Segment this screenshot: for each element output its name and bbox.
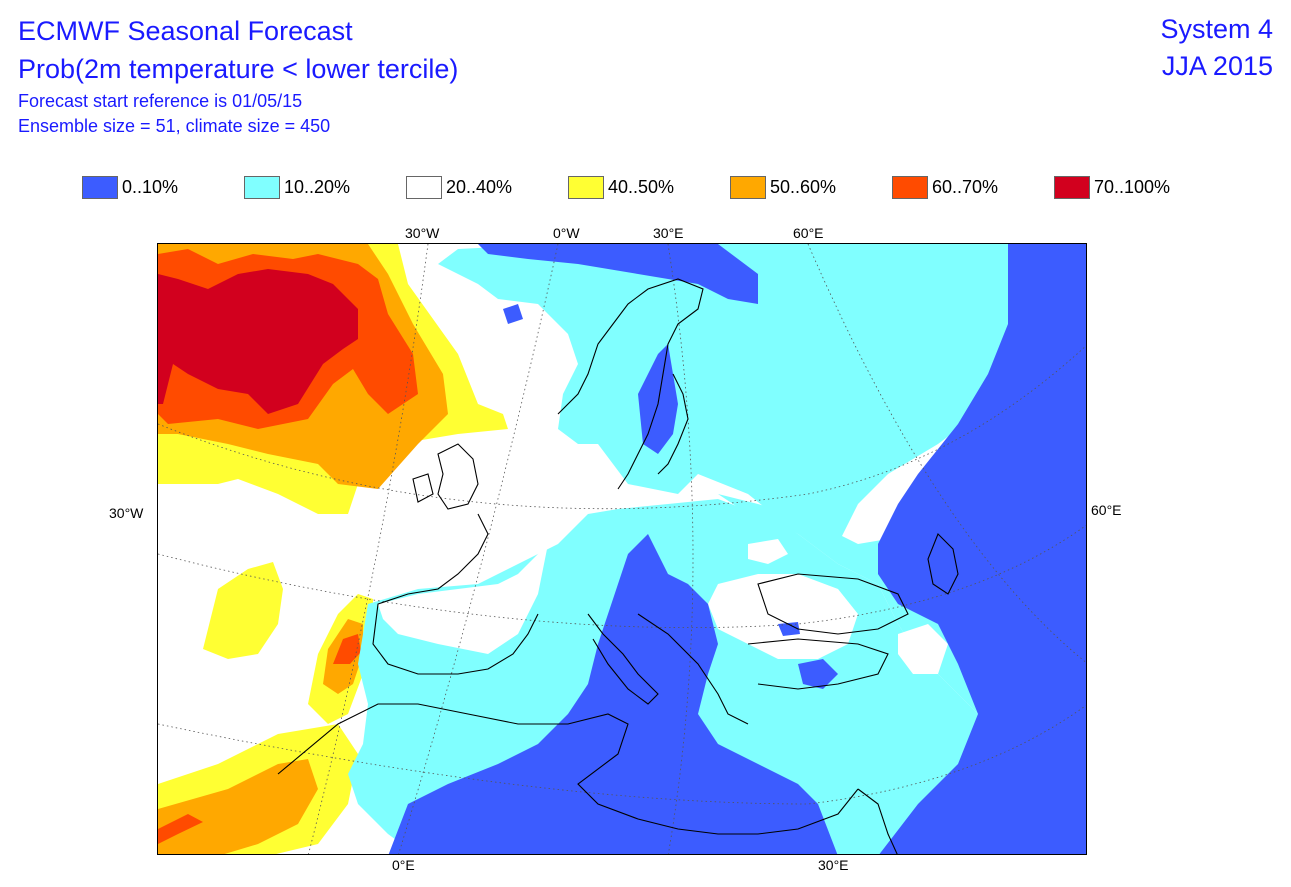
legend-swatch: [82, 176, 118, 199]
coast-british-isles: [437, 443, 479, 510]
coast-caspian: [927, 533, 959, 595]
zone-white-balkans: [708, 574, 858, 659]
graticule: [158, 244, 1086, 854]
legend-label: 60..70%: [932, 177, 999, 197]
legend-label: 40..50%: [608, 177, 675, 197]
coast-ireland: [412, 473, 434, 503]
legend-item-40-50: 40..50%: [568, 176, 730, 199]
axis-label-top-30w: 30°W: [405, 225, 440, 241]
legend-item-20-40: 20..40%: [406, 176, 568, 199]
coastlines: [277, 278, 959, 854]
color-legend: 0..10% 10..20% 20..40% 40..50% 50..60% 6…: [82, 176, 1170, 199]
legend-item-50-60: 50..60%: [730, 176, 892, 199]
legend-swatch: [730, 176, 766, 199]
legend-item-10-20: 10..20%: [244, 176, 406, 199]
legend-swatch: [892, 176, 928, 199]
axis-label-bottom-0e: 0°E: [392, 857, 415, 873]
legend-item-0-10: 0..10%: [82, 176, 244, 199]
legend-swatch: [406, 176, 442, 199]
coast-arabia: [857, 788, 898, 854]
graticule-meridian-30w: [308, 244, 429, 854]
coast-italy: [587, 613, 659, 705]
map-title: ECMWF Seasonal Forecast: [18, 16, 353, 46]
axis-label-top-0w: 0°W: [553, 225, 580, 241]
zone-blue-black-sea-patch: [778, 622, 800, 636]
graticule-meridian-30e: [667, 244, 694, 854]
zone-darkred-north-atlantic: [158, 269, 358, 414]
zone-white-russia-patch: [748, 539, 788, 564]
coast-turkey: [747, 638, 889, 690]
legend-label: 0..10%: [122, 177, 179, 197]
graticule-parallel-north: [158, 345, 1086, 510]
zone-blue-baltic: [638, 344, 678, 454]
zone-blue-northeast: [878, 244, 1086, 854]
zone-red-southwest: [158, 814, 203, 844]
axis-label-top-30e: 30°E: [653, 225, 684, 241]
ensemble-size: Ensemble size = 51, climate size = 450: [18, 116, 331, 136]
legend-label: 70..100%: [1094, 177, 1171, 197]
graticule-parallel-mid: [158, 524, 1086, 629]
legend-label: 50..60%: [770, 177, 837, 197]
graticule-meridian-0: [398, 244, 559, 854]
forecast-map: [157, 243, 1087, 855]
coast-black-sea: [757, 573, 909, 635]
season-label: JJA 2015: [1161, 51, 1273, 81]
zone-red-iberia-coast: [333, 634, 361, 664]
coast-north-africa: [277, 703, 859, 835]
coast-france-iberia: [372, 513, 539, 675]
legend-label: 10..20%: [284, 177, 351, 197]
zone-yellow-atlantic-patch: [203, 562, 283, 659]
legend-item-60-70: 60..70%: [892, 176, 1054, 199]
axis-label-left-30w: 30°W: [109, 505, 144, 521]
forecast-start-reference: Forecast start reference is 01/05/15: [18, 91, 303, 111]
zone-blue-central-mediterranean: [388, 534, 838, 854]
zone-cyan-north: [438, 244, 1086, 544]
coast-baltic-east: [657, 373, 689, 475]
axis-label-bottom-30e: 30°E: [818, 857, 849, 873]
legend-swatch: [568, 176, 604, 199]
zone-white-east-patch: [898, 624, 948, 674]
coast-balkans: [637, 613, 749, 725]
legend-label: 20..40%: [446, 177, 513, 197]
forecast-map-canvas: [158, 244, 1086, 854]
map-subtitle: Prob(2m temperature < lower tercile): [18, 54, 459, 84]
zone-blue-north-sea-patch: [503, 304, 523, 324]
zone-blue-north-scandinavia: [478, 244, 758, 304]
zone-blue-turkey-patch: [798, 659, 838, 689]
graticule-meridian-60e: [807, 244, 1086, 663]
axis-label-top-60e: 60°E: [793, 225, 824, 241]
legend-swatch: [244, 176, 280, 199]
zone-orange-southwest: [158, 759, 318, 854]
legend-item-70-100: 70..100%: [1054, 176, 1170, 199]
axis-label-right-60e: 60°E: [1091, 502, 1122, 518]
coast-scandinavia: [557, 278, 704, 490]
legend-swatch: [1054, 176, 1090, 199]
system-label: System 4: [1160, 14, 1273, 44]
zone-white-iberia: [378, 544, 548, 654]
